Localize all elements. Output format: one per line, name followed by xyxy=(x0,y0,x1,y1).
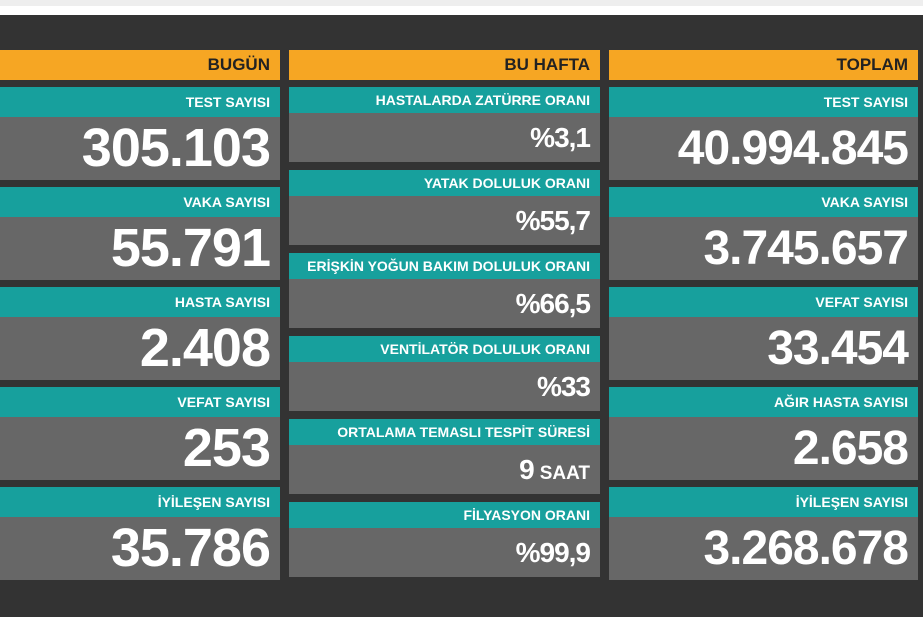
stat-value: 33.454 xyxy=(609,317,918,380)
value-text: %3,1 xyxy=(530,122,591,153)
value-text: %33 xyxy=(536,371,591,402)
dashboard-panel: BUGÜN TEST SAYISI 305.103 VAKA SAYISI 55.791… xyxy=(0,15,923,617)
stat-label: ORTALAMA TEMASLI TESPİT SÜRESİ xyxy=(289,419,600,445)
stat-value: 35.786 xyxy=(0,517,280,580)
stat-label: YATAK DOLULUK ORANI xyxy=(289,170,600,196)
stat-value: 2.408 xyxy=(0,317,280,380)
column-header: BU HAFTA xyxy=(289,50,600,80)
stat-value: 3.268.678 xyxy=(609,517,918,580)
stat-label: TEST SAYISI xyxy=(609,87,918,117)
value-text: 55.791 xyxy=(110,218,271,278)
value-text: 40.994.845 xyxy=(677,122,909,175)
stat-label: VAKA SAYISI xyxy=(0,187,280,217)
stat-label: VEFAT SAYISI xyxy=(0,387,280,417)
value-text: 35.786 xyxy=(110,518,271,578)
value-text: %99,9 xyxy=(515,537,591,568)
value-text: %55,7 xyxy=(515,205,591,236)
stat-value: %66,5 xyxy=(289,279,600,328)
stat-value: %99,9 xyxy=(289,528,600,577)
stat-label: FİLYASYON ORANI xyxy=(289,502,600,528)
value-text: 2.408 xyxy=(139,318,271,378)
value-text: 9 xyxy=(519,454,535,485)
top-strip xyxy=(0,0,923,6)
stat-value: %3,1 xyxy=(289,113,600,162)
stat-value: 253 xyxy=(0,417,280,480)
stat-label: VAKA SAYISI xyxy=(609,187,918,217)
value-text: 2.658 xyxy=(792,422,909,475)
column-header: TOPLAM xyxy=(609,50,918,80)
stat-value: 2.658 xyxy=(609,417,918,480)
stat-label: ERİŞKİN YOĞUN BAKIM DOLULUK ORANI xyxy=(289,253,600,279)
value-text: 305.103 xyxy=(81,118,271,178)
value-text: 3.268.678 xyxy=(703,522,909,575)
stat-label: VEFAT SAYISI xyxy=(609,287,918,317)
stat-label: TEST SAYISI xyxy=(0,87,280,117)
stat-label: İYİLEŞEN SAYISI xyxy=(609,487,918,517)
stat-value: 55.791 xyxy=(0,217,280,280)
value-text: %66,5 xyxy=(515,288,591,319)
stat-label: HASTALARDA ZATÜRRE ORANI xyxy=(289,87,600,113)
stat-label: İYİLEŞEN SAYISI xyxy=(0,487,280,517)
stat-value: %55,7 xyxy=(289,196,600,245)
stat-label: VENTİLATÖR DOLULUK ORANI xyxy=(289,336,600,362)
value-text: 33.454 xyxy=(767,322,909,375)
stat-value: 305.103 xyxy=(0,117,280,180)
column-header: BUGÜN xyxy=(0,50,280,80)
value-text: 3.745.657 xyxy=(703,222,909,275)
stat-label: HASTA SAYISI xyxy=(0,287,280,317)
stat-label: AĞIR HASTA SAYISI xyxy=(609,387,918,417)
value-unit: SAAT xyxy=(539,463,590,484)
stat-value: 40.994.845 xyxy=(609,117,918,180)
stat-value: %33 xyxy=(289,362,600,411)
stat-value: 9 SAAT xyxy=(289,445,600,494)
stat-value: 3.745.657 xyxy=(609,217,918,280)
value-text: 253 xyxy=(182,418,271,478)
